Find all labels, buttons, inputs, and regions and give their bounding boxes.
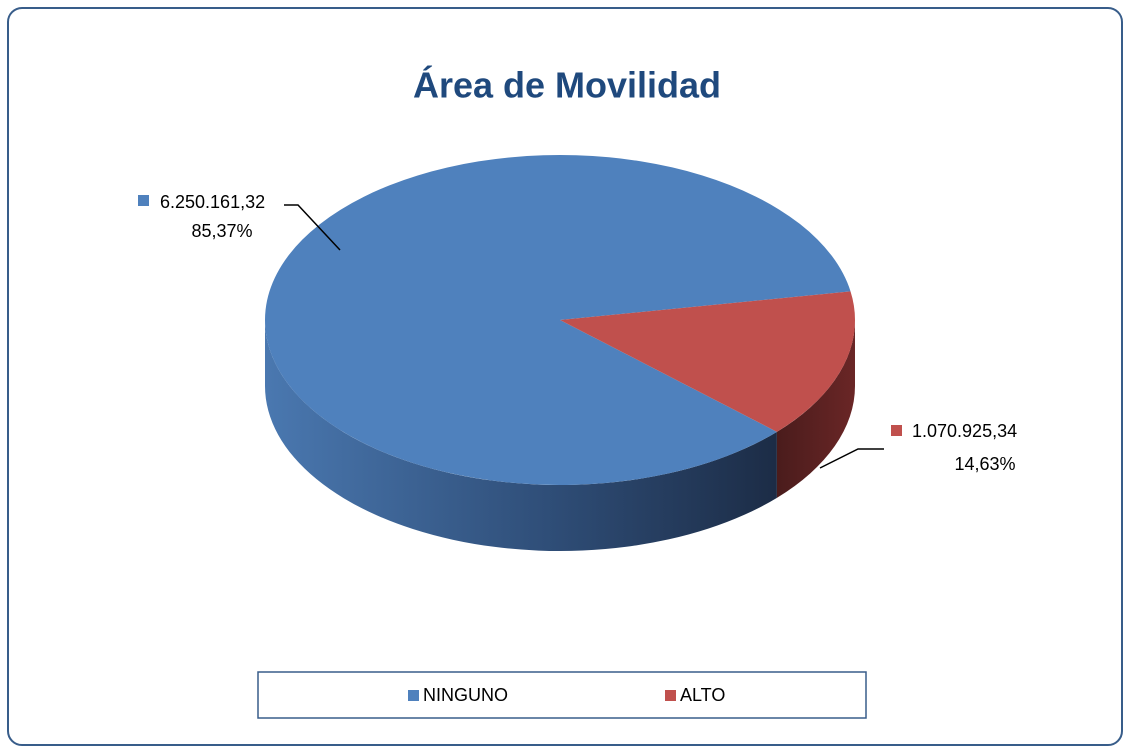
label-key	[891, 425, 902, 436]
label-key	[138, 195, 149, 206]
leader-line	[819, 448, 884, 469]
pie-sides	[265, 320, 855, 551]
legend-label: ALTO	[680, 685, 725, 705]
data-label-percent: 14,63%	[954, 454, 1015, 474]
slice-side	[265, 320, 777, 551]
slice-side	[776, 320, 855, 498]
legend-box	[257, 671, 867, 719]
slice	[265, 154, 851, 486]
pie-tops	[265, 154, 855, 486]
legend-key	[408, 690, 419, 701]
slice	[560, 291, 855, 432]
chart-title: Área de Movilidad	[413, 65, 721, 106]
data-label-percent: 85,37%	[191, 221, 252, 241]
legend-key	[665, 690, 676, 701]
leader-line	[284, 204, 341, 251]
data-label: 6.250.161,32	[160, 192, 265, 212]
data-label: 1.070.925,34	[912, 421, 1017, 441]
legend-label: NINGUNO	[423, 685, 508, 705]
